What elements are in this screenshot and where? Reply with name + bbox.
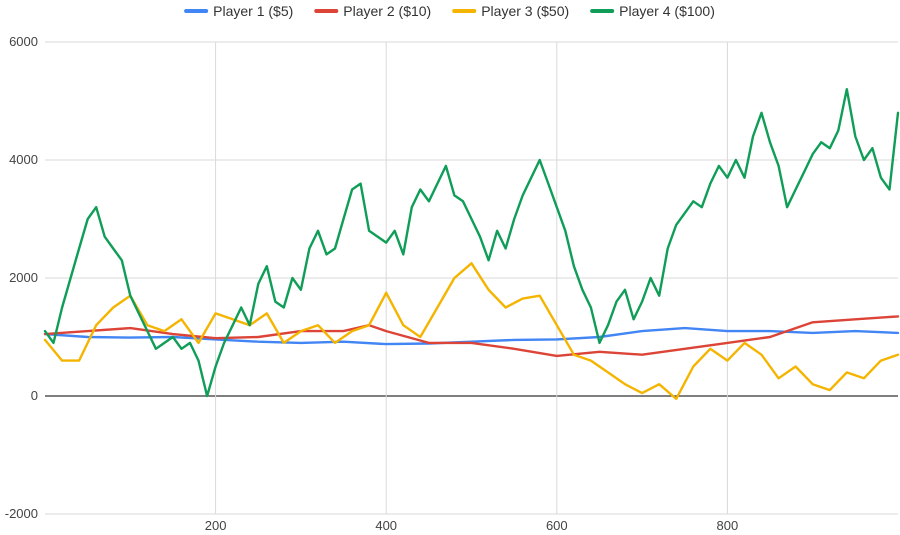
y-axis-ticks: 6000 4000 2000 0 -2000	[5, 34, 38, 521]
x-tick-label: 400	[375, 518, 397, 533]
y-tick-label: -2000	[5, 506, 38, 521]
legend-label-player-2: Player 2 ($10)	[343, 3, 431, 19]
series-lines	[43, 88, 900, 401]
series-line-player-3	[43, 262, 900, 401]
y-tick-label: 0	[31, 388, 38, 403]
y-tick-label: 2000	[9, 270, 38, 285]
y-tick-label: 4000	[9, 152, 38, 167]
legend-label-player-3: Player 3 ($50)	[481, 3, 569, 19]
x-axis-ticks: 200 400 600 800	[205, 518, 739, 533]
legend: Player 1 ($5) Player 2 ($10) Player 3 ($50…	[184, 3, 715, 19]
y-tick-label: 6000	[9, 34, 38, 49]
x-tick-label: 200	[205, 518, 227, 533]
x-tick-label: 800	[717, 518, 739, 533]
series-line-player-4	[43, 88, 900, 398]
legend-label-player-4: Player 4 ($100)	[619, 3, 715, 19]
legend-label-player-1: Player 1 ($5)	[213, 3, 293, 19]
x-tick-label: 600	[546, 518, 568, 533]
grid	[45, 41, 898, 515]
